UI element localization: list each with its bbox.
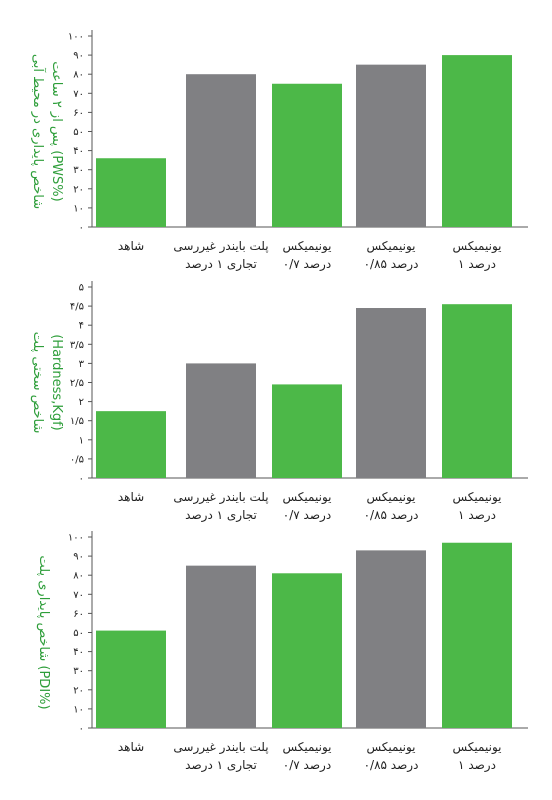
y-tick-label: ۳۰ [73, 666, 84, 677]
y-tick-label: ۷۰ [73, 590, 84, 601]
y-axis-title: (Hardness,Kgf) [49, 334, 64, 431]
y-tick-label: ۵ [79, 283, 84, 294]
x-category-label: ۱ درصد [458, 257, 496, 272]
x-category-label: ۰/۷ درصد [283, 257, 331, 272]
y-axis-title: شاخص پایداری در محیط آبی [30, 54, 47, 209]
chart-panel-1: ۰ ۱۰ ۲۰ ۳۰ ۴۰ ۵۰ ۶۰ ۷۰ ۸۰ ۹۰ ۱۰۰ شاهد پلت بایندر غیر… [30, 30, 528, 272]
y-tick-label: ۳۰ [73, 165, 84, 176]
y-tick-label: ۴۰ [73, 146, 84, 157]
bar [186, 565, 256, 728]
bar [272, 573, 342, 728]
x-category-label: ۱ درصد [458, 508, 496, 523]
y-tick-label: ۹۰ [73, 51, 84, 62]
x-category-label: شاهد [118, 740, 144, 754]
y-axis-title: شاخص پایداری پلت (PDI%) [36, 555, 51, 709]
y-tick-label: ۶۰ [73, 108, 84, 119]
chart-panel-3: ۰ ۱۰ ۲۰ ۳۰ ۴۰ ۵۰ ۶۰ ۷۰ ۸۰ ۹۰ ۱۰۰ شاهد پلت بایندر غیر… [36, 531, 528, 773]
y-tick-label: ۰ [79, 223, 84, 234]
y-tick-label: ۴ [79, 321, 84, 332]
y-tick-label: ۶۰ [73, 609, 84, 620]
y-tick-label: ۲ [79, 397, 84, 408]
x-category-label: پلت بایندر غیررسی [173, 490, 268, 505]
x-category-label: ۰/۷ درصد [283, 508, 331, 523]
x-category-label: یونیمیکس [367, 239, 416, 254]
bar [186, 74, 256, 227]
y-tick-label: ۵۰ [73, 628, 84, 639]
x-category-label: ۰/۷ درصد [283, 758, 331, 773]
x-category-label: یونیمیکس [453, 740, 502, 755]
y-tick-label: ۴۰ [73, 647, 84, 658]
y-tick-label: ۱۰۰ [68, 533, 84, 544]
bar [96, 411, 166, 478]
y-axis-title: پس از ۲ ساعت (PWS%) [49, 61, 64, 201]
y-tick-label: ۲۰ [73, 184, 84, 195]
bar [442, 542, 512, 728]
x-category-label: شاهد [118, 490, 144, 504]
y-tick-label: ۷۰ [73, 89, 84, 100]
bar [186, 363, 256, 478]
y-tick-label: ۱۰۰ [68, 32, 84, 43]
bar [442, 304, 512, 478]
y-tick-label: ۹۰ [73, 552, 84, 563]
x-category-label: یونیمیکس [367, 490, 416, 505]
x-category-label: ۱ درصد [458, 758, 496, 773]
x-category-label: یونیمیکس [283, 239, 332, 254]
x-category-label: یونیمیکس [283, 740, 332, 755]
x-category-label: تجاری ۱ درصد [185, 508, 257, 523]
y-tick-label: ۴/۵ [70, 302, 84, 313]
x-category-label: ۰/۸۵ درصد [364, 758, 419, 773]
y-tick-label: ۳/۵ [70, 340, 84, 351]
x-category-label: تجاری ۱ درصد [185, 257, 257, 272]
x-category-label: شاهد [118, 239, 144, 253]
y-tick-label: ۸۰ [73, 70, 84, 81]
y-axis-title: شاخص سختی پلت [30, 332, 45, 434]
y-tick-label: ۱۰ [73, 203, 84, 214]
x-category-label: ۰/۸۵ درصد [364, 257, 419, 272]
y-tick-label: ۲۰ [73, 685, 84, 696]
y-tick-label: ۱۰ [73, 704, 84, 715]
y-tick-label: ۱ [79, 435, 84, 446]
bar [96, 630, 166, 728]
x-category-label: یونیمیکس [367, 740, 416, 755]
bar [96, 158, 166, 227]
y-tick-label: ۵۰ [73, 127, 84, 138]
bar [272, 384, 342, 478]
x-category-label: یونیمیکس [453, 239, 502, 254]
y-tick-label: ۱/۵ [70, 416, 84, 427]
y-tick-label: ۲/۵ [70, 378, 84, 389]
bar [356, 308, 426, 478]
bar [356, 64, 426, 228]
x-category-label: ۰/۸۵ درصد [364, 508, 419, 523]
y-tick-label: ۸۰ [73, 571, 84, 582]
x-category-label: یونیمیکس [453, 490, 502, 505]
bar [356, 550, 426, 728]
x-category-label: پلت بایندر غیررسی [173, 239, 268, 254]
y-tick-label: ۰ [79, 474, 84, 485]
x-category-label: پلت بایندر غیررسی [173, 740, 268, 755]
x-category-label: یونیمیکس [283, 490, 332, 505]
chart-panel-2: ۰ ۰/۵ ۱ ۱/۵ ۲ ۲/۵ ۳ ۳/۵ ۴ ۴/۵ ۵ شاهد پلت بایندر غیرر… [30, 281, 528, 523]
y-tick-label: ۰/۵ [70, 454, 84, 465]
y-tick-label: ۳ [79, 359, 85, 370]
x-category-label: تجاری ۱ درصد [185, 758, 257, 773]
bar [272, 83, 342, 227]
bar [442, 55, 512, 227]
y-tick-label: ۰ [79, 724, 84, 735]
